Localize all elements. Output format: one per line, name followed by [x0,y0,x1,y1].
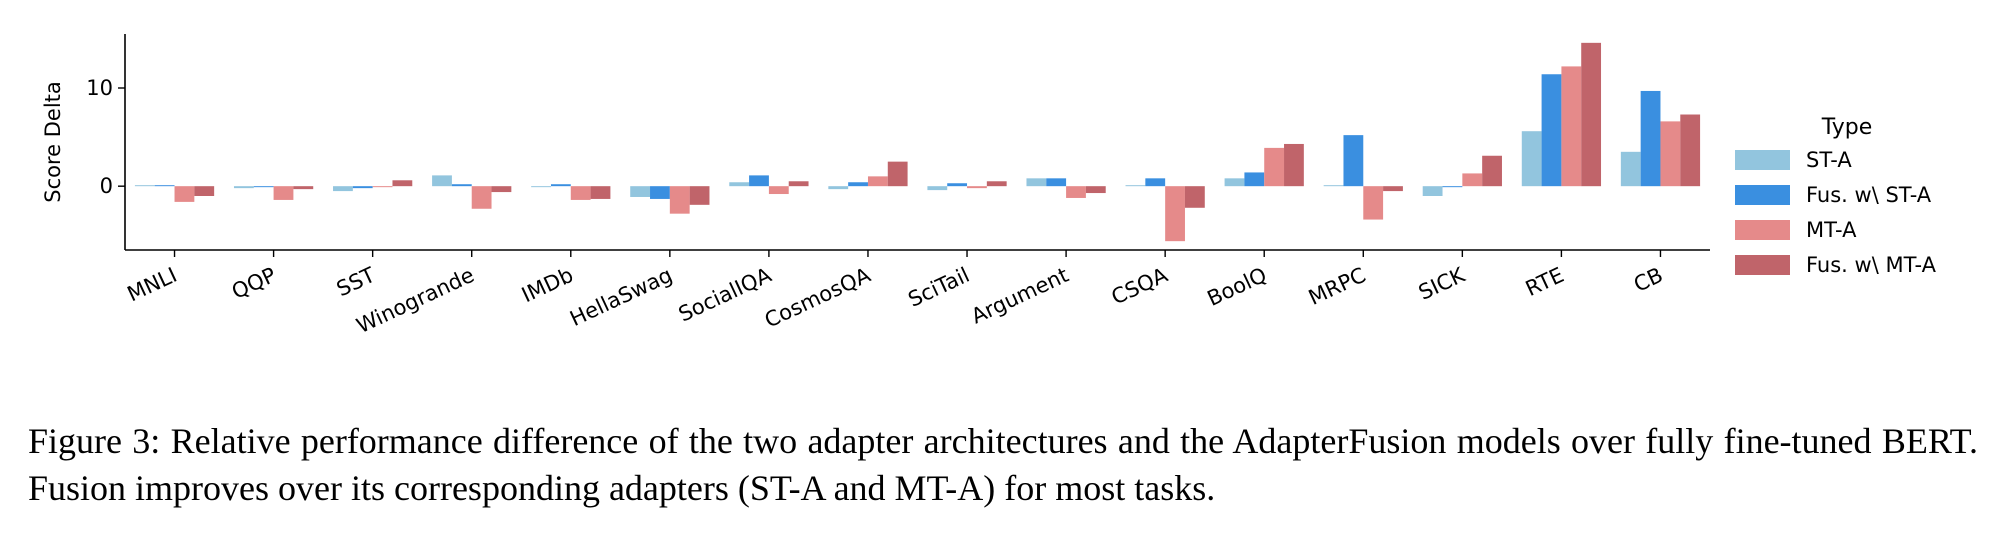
bar-qqp-series-1 [253,186,274,188]
x-tick-label: RTE [1522,263,1568,301]
x-tick-label: SciTail [904,263,973,312]
bar-cosmosqa-series-0 [828,186,849,190]
bar-csqa-series-2 [1165,186,1185,242]
bar-imdb-series-1 [550,184,571,187]
bar-csqa-series-0 [1125,185,1146,187]
bar-cb-series-3 [1680,114,1701,187]
bar-winogrande-series-2 [471,186,492,209]
x-tick-label: HellaSwag [566,263,676,331]
bar-boolq-series-0 [1224,178,1245,187]
bar-socialiqa-series-0 [729,182,750,187]
bar-qqp-series-0 [233,186,254,189]
bar-sst-series-0 [333,186,353,192]
legend-swatch [1735,220,1790,240]
bar-cosmosqa-series-1 [848,182,868,187]
bar-cosmosqa-series-3 [887,161,908,187]
bar-argument-series-0 [1026,178,1047,187]
bar-scitail-series-3 [986,181,1007,187]
bar-sick-series-0 [1422,186,1443,196]
bar-hellaswag-series-3 [689,186,710,205]
bar-cb-series-1 [1640,90,1661,187]
bar-boolq-series-1 [1244,172,1265,187]
x-tick-label: MRPC [1305,263,1370,310]
bar-sick-series-2 [1462,173,1483,187]
legend: Type ST-A Fus. w\ ST-A MT-A Fus. w\ MT-A [1735,115,1937,277]
bar-imdb-series-2 [570,186,591,200]
y-tick-labels: 0 10 [86,76,125,198]
y-tick-label: 0 [100,174,113,198]
bar-socialiqa-series-2 [768,186,789,195]
legend-swatch [1735,150,1790,170]
bar-sst-series-2 [372,186,393,188]
x-tick-label: BoolQ [1204,263,1271,311]
y-axis-title: Score Delta [41,81,65,203]
axes [124,34,1710,251]
bar-mnli-series-2 [174,186,195,202]
bar-mrpc-series-1 [1343,135,1364,187]
bar-sst-series-1 [352,186,373,189]
bar-rte-series-0 [1521,131,1542,187]
bar-hellaswag-series-1 [650,186,670,199]
legend-label: MT-A [1806,218,1857,242]
bar-qqp-series-2 [273,186,294,200]
x-tick-label: IMDb [518,263,577,307]
bar-scitail-series-0 [927,186,948,191]
x-tick-label: CB [1630,263,1666,297]
bar-mnli-series-0 [134,185,155,187]
bar-winogrande-series-3 [491,186,512,193]
bar-qqp-series-3 [293,186,314,190]
x-tick-label: Argument [968,263,1073,329]
bar-argument-series-3 [1085,186,1106,194]
x-tick-label: QQP [228,263,280,304]
bar-sick-series-1 [1442,186,1463,188]
bar-socialiqa-series-3 [788,181,809,187]
x-tick-label: SocialIQA [675,263,776,327]
legend-label: Fus. w\ ST-A [1806,183,1932,207]
bar-socialiqa-series-1 [749,175,769,187]
bar-rte-series-2 [1561,66,1582,187]
bar-cosmosqa-series-2 [867,176,888,187]
bar-mrpc-series-2 [1363,186,1384,220]
bar-hellaswag-series-2 [669,186,690,214]
bar-rte-series-1 [1541,74,1562,187]
x-tick-label: SICK [1415,262,1470,305]
bar-boolq-series-2 [1264,147,1285,187]
x-tick-label: SST [333,263,379,302]
x-tick-label: MNLI [124,263,181,307]
bar-argument-series-1 [1046,178,1067,187]
x-tick-label: CSQA [1108,263,1172,310]
bar-rte-series-3 [1581,42,1602,187]
bar-cb-series-2 [1660,121,1681,187]
x-tick-label: CosmosQA [761,263,875,333]
bar-sick-series-3 [1482,155,1502,187]
bar-mnli-series-3 [194,186,215,196]
legend-label: Fus. w\ MT-A [1806,253,1937,277]
bar-imdb-series-3 [590,186,611,199]
legend-swatch [1735,255,1790,275]
legend-label: ST-A [1806,148,1852,172]
bar-group [134,42,1701,242]
bar-csqa-series-1 [1145,178,1166,187]
bar-sst-series-3 [392,180,413,187]
bar-boolq-series-3 [1284,143,1304,187]
y-tick-label: 10 [86,76,113,100]
bar-mnli-series-1 [154,185,175,187]
bar-winogrande-series-1 [451,184,472,187]
bar-cb-series-0 [1620,151,1641,187]
bar-argument-series-2 [1066,186,1086,198]
bar-imdb-series-0 [531,186,551,188]
bar-winogrande-series-0 [432,175,452,187]
legend-title: Type [1821,115,1873,140]
bar-scitail-series-1 [947,183,968,187]
bar-scitail-series-2 [967,186,987,189]
bar-mrpc-series-3 [1383,186,1403,192]
bar-hellaswag-series-0 [630,186,651,197]
legend-swatch [1735,185,1790,205]
figure-caption: Figure 3: Relative performance differenc… [28,421,1978,508]
bar-mrpc-series-0 [1323,185,1344,187]
bar-csqa-series-3 [1184,186,1205,208]
